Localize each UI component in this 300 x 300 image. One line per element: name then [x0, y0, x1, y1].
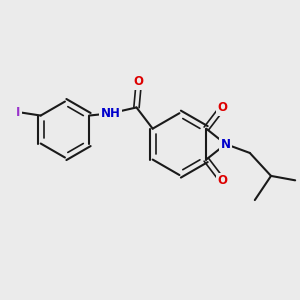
- Text: O: O: [134, 75, 144, 88]
- Text: I: I: [16, 106, 20, 118]
- Text: NH: NH: [100, 107, 121, 120]
- Text: O: O: [218, 101, 227, 114]
- Text: N: N: [221, 138, 231, 151]
- Text: O: O: [218, 174, 227, 187]
